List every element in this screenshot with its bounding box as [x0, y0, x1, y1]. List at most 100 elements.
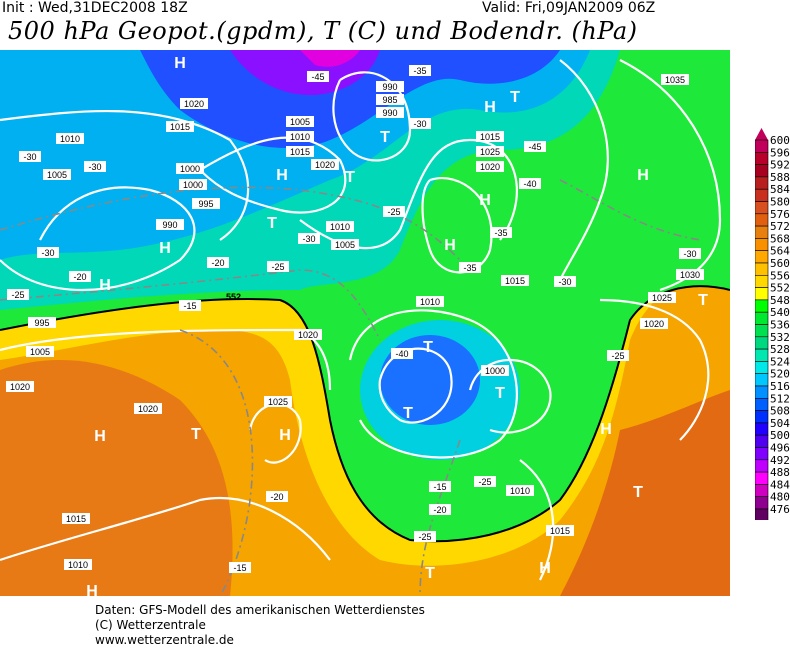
isobar-label: 995 — [192, 198, 220, 209]
legend-label: 568 — [770, 232, 790, 245]
legend-label: 592 — [770, 159, 790, 172]
svg-text:1010: 1010 — [420, 297, 440, 307]
footer: Daten: GFS-Modell des amerikanischen Wet… — [95, 603, 425, 648]
legend-arrow-top — [755, 128, 768, 140]
isobar-label: 1005 — [331, 239, 359, 250]
legend-label: 580 — [770, 196, 790, 209]
temperature-label: -45 — [307, 71, 329, 82]
high-pressure-center: H — [86, 583, 98, 596]
svg-text:-25: -25 — [418, 532, 431, 542]
svg-text:1010: 1010 — [60, 134, 80, 144]
svg-text:985: 985 — [382, 95, 397, 105]
svg-text:-40: -40 — [523, 179, 536, 189]
legend-label: 540 — [770, 306, 790, 319]
footer-copyright: (C) Wetterzentrale — [95, 618, 206, 632]
high-pressure-center: H — [444, 237, 456, 254]
isobar-label: 1015 — [501, 275, 529, 286]
isobar-label: 1005 — [286, 116, 314, 127]
isobar-label: 1020 — [6, 381, 34, 392]
svg-text:-25: -25 — [11, 290, 24, 300]
svg-text:-15: -15 — [433, 482, 446, 492]
isobar-label: 1015 — [546, 525, 574, 536]
isobar-label: 1015 — [166, 121, 194, 132]
legend-label: 488 — [770, 466, 790, 479]
svg-text:1010: 1010 — [68, 560, 88, 570]
temperature-label: -15 — [429, 481, 451, 492]
isobar-label: 1020 — [476, 161, 504, 172]
temperature-label: -25 — [267, 261, 289, 272]
svg-text:1015: 1015 — [505, 276, 525, 286]
svg-text:1015: 1015 — [480, 132, 500, 142]
svg-text:-30: -30 — [88, 162, 101, 172]
svg-text:-45: -45 — [528, 142, 541, 152]
legend-label: 576 — [770, 208, 790, 221]
legend-label: 536 — [770, 319, 790, 332]
legend-swatch — [755, 459, 769, 473]
isobar-label: 1010 — [506, 485, 534, 496]
legend-swatch — [755, 238, 769, 252]
svg-text:1025: 1025 — [268, 397, 288, 407]
legend-label: 524 — [770, 355, 790, 368]
svg-text:-30: -30 — [302, 234, 315, 244]
legend-label: 512 — [770, 392, 790, 405]
low-pressure-center: T — [425, 565, 435, 582]
legend-swatch — [755, 275, 769, 288]
low-pressure-center: T — [633, 484, 643, 501]
temperature-label: -35 — [409, 65, 431, 76]
temperature-label: -25 — [414, 531, 436, 542]
high-pressure-center: H — [99, 277, 111, 294]
svg-text:-30: -30 — [683, 249, 696, 259]
legend-label: 516 — [770, 380, 790, 393]
deep-blue-area — [140, 50, 560, 149]
svg-text:-20: -20 — [211, 258, 224, 268]
isobar-label: 1010 — [56, 133, 84, 144]
footer-website[interactable]: www.wetterzentrale.de — [95, 633, 234, 647]
svg-text:1000: 1000 — [180, 164, 200, 174]
isobar-label: 1025 — [648, 292, 676, 303]
legend-label: 508 — [770, 405, 790, 418]
legend-swatch — [755, 336, 769, 350]
legend-swatch — [755, 397, 769, 411]
isobar-label: 1020 — [640, 318, 668, 329]
svg-text:1025: 1025 — [480, 147, 500, 157]
high-pressure-center: H — [276, 167, 288, 184]
temperature-label: -30 — [409, 118, 431, 129]
svg-text:1020: 1020 — [315, 160, 335, 170]
svg-text:990: 990 — [162, 220, 177, 230]
temperature-label: -30 — [554, 276, 576, 287]
warm-area-southeast — [560, 390, 730, 596]
temperature-label: -20 — [69, 271, 91, 282]
legend-label: 504 — [770, 417, 790, 430]
svg-text:-30: -30 — [23, 152, 36, 162]
low-pressure-center: T — [510, 89, 520, 106]
svg-text:-40: -40 — [395, 349, 408, 359]
isobar-label: 995 — [28, 317, 56, 328]
legend-swatch — [755, 484, 769, 497]
legend-label: 588 — [770, 171, 790, 184]
isobar-label: 1010 — [286, 131, 314, 142]
legend-swatch — [755, 225, 769, 239]
temperature-label: -30 — [37, 247, 59, 258]
warm-area-west — [0, 360, 233, 596]
legend-label: 492 — [770, 454, 790, 467]
svg-text:1000: 1000 — [485, 366, 505, 376]
isobar-label: 1005 — [43, 169, 71, 180]
legend-swatch — [755, 299, 769, 313]
svg-text:995: 995 — [34, 318, 49, 328]
legend-label: 552 — [770, 282, 790, 295]
isobar-label: 1000 — [179, 179, 207, 190]
svg-text:1020: 1020 — [184, 99, 204, 109]
high-pressure-center: H — [484, 99, 496, 116]
legend-swatch — [755, 311, 769, 325]
legend-swatch — [755, 508, 769, 520]
isobar-label: 990 — [156, 219, 184, 230]
isobar-label: 1020 — [134, 403, 162, 414]
legend-swatch — [755, 422, 769, 436]
legend-swatch — [755, 348, 769, 362]
legend-label: 484 — [770, 478, 790, 491]
high-pressure-center: H — [539, 560, 551, 577]
isobar-label: 1000 — [481, 365, 509, 376]
legend-label: 476 — [770, 503, 790, 516]
isobar-label: 1010 — [64, 559, 92, 570]
